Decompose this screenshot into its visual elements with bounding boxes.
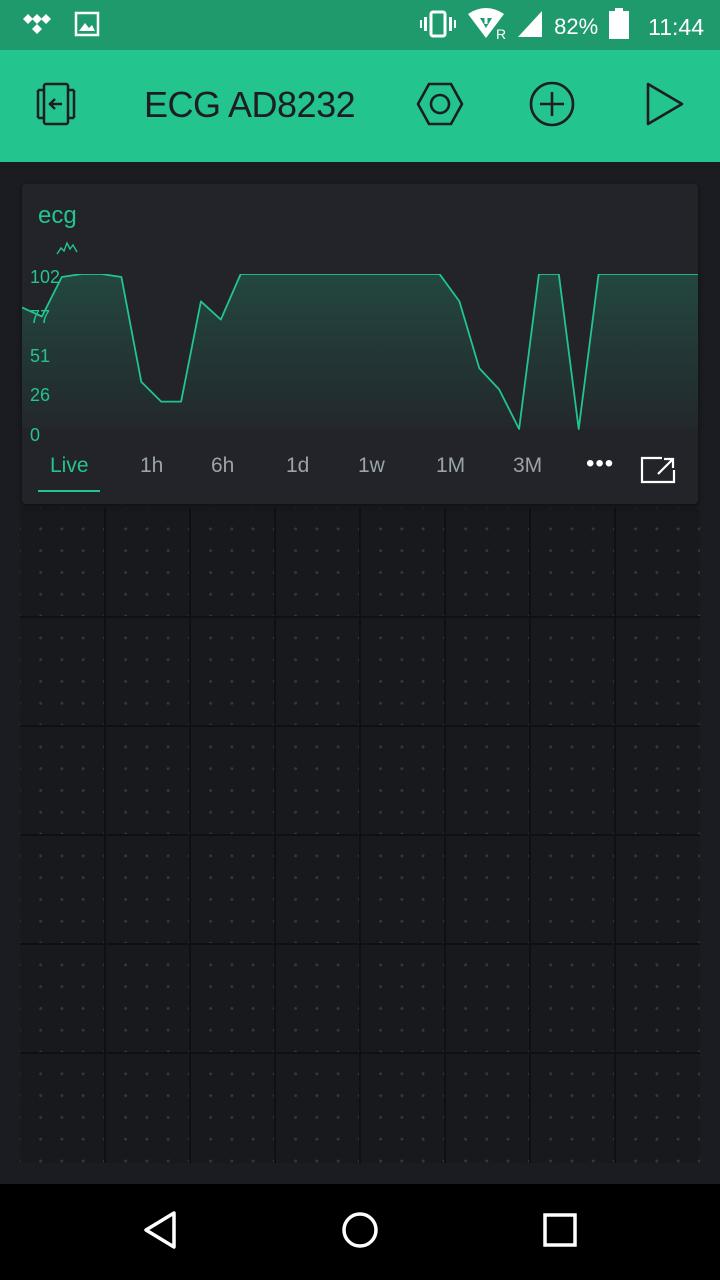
- y-tick-label: 102: [30, 267, 61, 287]
- expand-icon[interactable]: [640, 456, 676, 489]
- back-button[interactable]: [140, 1210, 180, 1255]
- page-title: ECG AD8232: [144, 84, 356, 125]
- clock: 11:44: [648, 13, 704, 40]
- ecg-chart-widget[interactable]: ecg 102 77 51 26 0 Live 1h 6h 1d 1w 1M 3…: [22, 184, 698, 504]
- chart-area-fill: [22, 274, 698, 429]
- play-button[interactable]: [636, 78, 692, 134]
- image-icon: [74, 11, 100, 42]
- widget-title: ecg: [38, 202, 77, 229]
- chart-line-icon: [56, 240, 78, 261]
- system-nav-bar: [0, 1184, 720, 1280]
- more-options-button[interactable]: •••: [586, 450, 615, 477]
- status-bar: R 82% 11:44: [0, 0, 720, 50]
- wifi-icon: R: [466, 8, 506, 45]
- tab-1d[interactable]: 1d: [286, 454, 310, 477]
- settings-hex-icon: [415, 81, 465, 132]
- tab-live[interactable]: Live: [50, 454, 89, 477]
- tidal-icon: [22, 12, 52, 41]
- exit-icon: [30, 80, 82, 133]
- tab-6h[interactable]: 6h: [211, 454, 235, 477]
- battery-percent: 82%: [554, 13, 599, 39]
- vibrate-icon: [420, 9, 457, 44]
- network-label: R: [496, 26, 506, 40]
- signal-icon: [516, 9, 544, 44]
- add-circle-icon: [528, 80, 576, 133]
- battery-icon: [608, 8, 630, 45]
- tab-1h[interactable]: 1h: [140, 454, 164, 477]
- play-icon: [642, 80, 686, 133]
- recents-button[interactable]: [540, 1212, 580, 1252]
- home-icon: [340, 1210, 380, 1255]
- exit-button[interactable]: [28, 78, 84, 134]
- ecg-chart-plot[interactable]: [22, 274, 698, 444]
- add-widget-button[interactable]: [524, 78, 580, 134]
- app-bar: ECG AD8232: [0, 50, 720, 162]
- dashboard-canvas: [20, 508, 700, 1163]
- chart-series-line: [22, 274, 698, 430]
- tab-1m[interactable]: 1M: [436, 454, 466, 477]
- y-tick-label: 0: [30, 425, 41, 445]
- canvas-grid: [20, 508, 700, 1163]
- tab-3m[interactable]: 3M: [513, 454, 543, 477]
- home-button[interactable]: [340, 1210, 380, 1255]
- recents-icon: [542, 1212, 578, 1253]
- settings-button[interactable]: [412, 78, 468, 134]
- back-icon: [142, 1210, 178, 1255]
- time-range-tabs: Live 1h 6h 1d 1w 1M 3M •••: [22, 446, 698, 492]
- tab-1w[interactable]: 1w: [358, 454, 385, 477]
- active-tab-indicator: [38, 490, 100, 492]
